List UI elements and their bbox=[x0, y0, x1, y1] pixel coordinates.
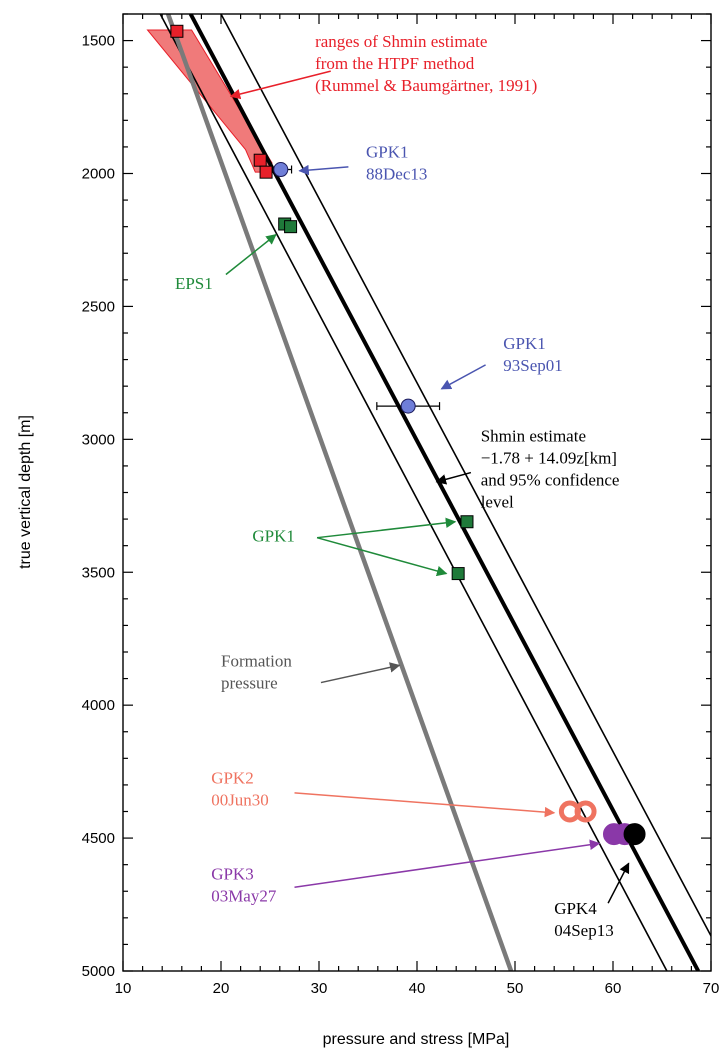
y-tick-label: 3500 bbox=[82, 564, 115, 581]
gpk1-green-annotation: GPK1 bbox=[252, 527, 295, 546]
x-axis-title: pressure and stress [MPa] bbox=[323, 1031, 510, 1048]
shmin-annotation: Shmin estimate −1.78 + 14.09z[km] and 95% … bbox=[481, 426, 620, 511]
gpk1-88dec13-point bbox=[273, 162, 289, 178]
htpf-arrow bbox=[229, 70, 331, 100]
axes-frame: 10 20 30 40 50 60 70 1500 2000 2500 3000 3500 4000 45… bbox=[82, 13, 720, 997]
gpk1-93-arrow bbox=[440, 364, 486, 390]
eps1-b-point bbox=[284, 220, 298, 234]
gpk1-green-arrow bbox=[316, 517, 457, 539]
gpk1-3505-point bbox=[451, 567, 465, 581]
x-tick-label: 10 bbox=[115, 980, 132, 997]
x-tick-label: 20 bbox=[213, 980, 230, 997]
gpk1-93-annotation: GPK1 93Sep01 bbox=[503, 334, 563, 375]
htpf-sq-2-point bbox=[259, 165, 273, 179]
htpf-sq-1-point bbox=[253, 153, 267, 167]
gpk4-annotation: GPK4 04Sep13 bbox=[554, 899, 614, 940]
gpk1-88-arrow bbox=[298, 164, 349, 176]
gpk4-point bbox=[623, 823, 646, 846]
annotations: ranges of Shmin estimate from the HTPF me… bbox=[175, 32, 630, 940]
gpk1-green-arrow-2 bbox=[316, 536, 448, 577]
shmin-arrow bbox=[435, 471, 472, 485]
htpf-top-point bbox=[170, 24, 184, 38]
plot-area bbox=[146, 14, 711, 971]
x-tick-label: 30 bbox=[311, 980, 328, 997]
y-tick-label: 1500 bbox=[82, 33, 115, 50]
eps1-arrow bbox=[225, 233, 277, 276]
x-tick-label: 40 bbox=[409, 980, 426, 997]
htpf-annotation: ranges of Shmin estimate from the HTPF me… bbox=[315, 32, 537, 95]
gpk3-arrow bbox=[294, 839, 601, 889]
gpk2-annotation: GPK2 00Jun30 bbox=[211, 769, 269, 810]
gpk2-arrow bbox=[294, 792, 556, 818]
formation-arrow bbox=[320, 662, 401, 684]
formation-annotation: Formation pressure bbox=[221, 652, 292, 693]
gpk1-93sep01-point bbox=[400, 398, 416, 414]
x-tick-label: 60 bbox=[605, 980, 622, 997]
gpk1-3310-point bbox=[460, 515, 474, 529]
gpk1-88-annotation: GPK1 88Dec13 bbox=[366, 143, 427, 184]
gpk2-b-point bbox=[574, 800, 597, 823]
formation-line bbox=[165, 14, 514, 971]
y-tick-label: 4500 bbox=[82, 830, 115, 847]
conf-upper-line bbox=[220, 14, 711, 938]
x-tick-label: 70 bbox=[703, 980, 720, 997]
y-tick-label: 5000 bbox=[82, 963, 115, 980]
y-tick-label: 4000 bbox=[82, 697, 115, 714]
eps1-annotation: EPS1 bbox=[175, 274, 213, 293]
y-tick-label: 3000 bbox=[82, 431, 115, 448]
gpk3-annotation: GPK3 03May27 bbox=[211, 864, 277, 905]
y-tick-label: 2500 bbox=[82, 298, 115, 315]
gpk4-arrow bbox=[607, 862, 630, 904]
conf-lower-line bbox=[159, 14, 668, 971]
y-tick-label: 2000 bbox=[82, 166, 115, 183]
y-axis-title: true vertical depth [m] bbox=[17, 415, 34, 569]
x-tick-label: 50 bbox=[507, 980, 524, 997]
